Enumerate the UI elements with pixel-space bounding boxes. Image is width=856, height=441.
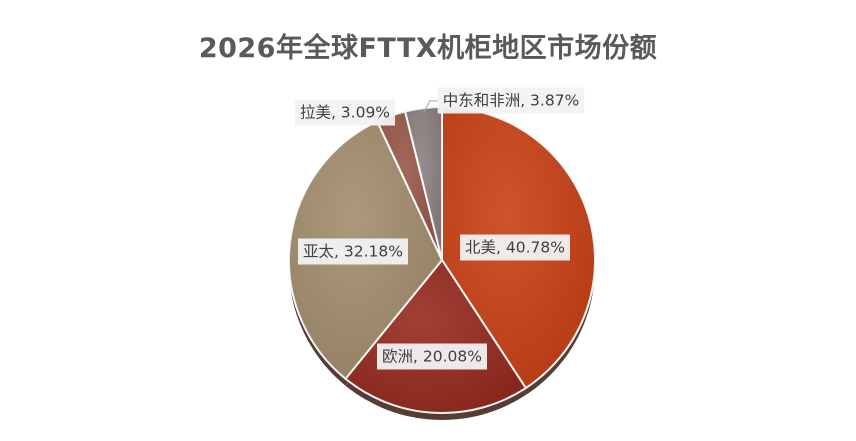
slice-0-label-text: 北美, 40.78% [465,239,565,257]
slice-2-label-box [298,238,408,265]
slice-4-label: 中东和非洲, 3.87% [437,87,585,114]
slice-2-label: 亚太, 32.18% [298,238,408,265]
slice-4-label-text: 中东和非洲, 3.87% [443,92,580,110]
slice-3-label-text: 拉美, 3.09% [300,104,390,122]
slice-0-label: 北美, 40.78% [460,234,570,261]
slice-3-label: 拉美, 3.09% [294,99,396,126]
slice-4-leader-line [423,100,438,113]
slice-1-label-text: 欧洲, 20.08% [382,348,482,366]
slice-0-label-box [460,234,570,261]
chart-title: 2026年全球FTTX机柜地区市场份额 [198,33,658,64]
slice-4-label-box [437,87,585,114]
slice-1-label: 欧洲, 20.08% [377,343,487,370]
slice-3-label-box [294,99,396,126]
slice-2-label-text: 亚太, 32.18% [303,243,403,261]
slice-1-label-box [377,343,487,370]
